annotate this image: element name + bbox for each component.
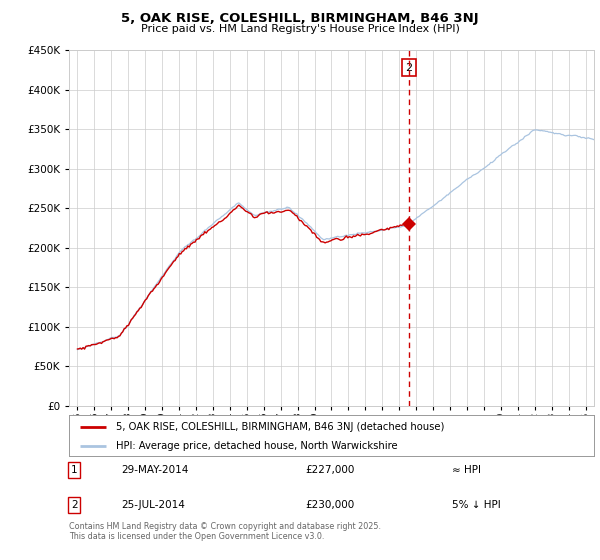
Text: 25-JUL-2014: 25-JUL-2014 — [121, 500, 185, 510]
Text: 2: 2 — [71, 500, 77, 510]
Text: £227,000: £227,000 — [305, 465, 355, 475]
Text: Price paid vs. HM Land Registry's House Price Index (HPI): Price paid vs. HM Land Registry's House … — [140, 24, 460, 34]
Text: 5, OAK RISE, COLESHILL, BIRMINGHAM, B46 3NJ (detached house): 5, OAK RISE, COLESHILL, BIRMINGHAM, B46 … — [116, 422, 445, 432]
Text: 1: 1 — [71, 465, 77, 475]
Text: 29-MAY-2014: 29-MAY-2014 — [121, 465, 189, 475]
Text: 5, OAK RISE, COLESHILL, BIRMINGHAM, B46 3NJ: 5, OAK RISE, COLESHILL, BIRMINGHAM, B46 … — [121, 12, 479, 25]
Text: HPI: Average price, detached house, North Warwickshire: HPI: Average price, detached house, Nort… — [116, 441, 398, 451]
Text: 5% ↓ HPI: 5% ↓ HPI — [452, 500, 501, 510]
Text: ≈ HPI: ≈ HPI — [452, 465, 481, 475]
Text: £230,000: £230,000 — [305, 500, 355, 510]
Text: Contains HM Land Registry data © Crown copyright and database right 2025.
This d: Contains HM Land Registry data © Crown c… — [69, 522, 381, 542]
Text: 2: 2 — [406, 63, 412, 73]
